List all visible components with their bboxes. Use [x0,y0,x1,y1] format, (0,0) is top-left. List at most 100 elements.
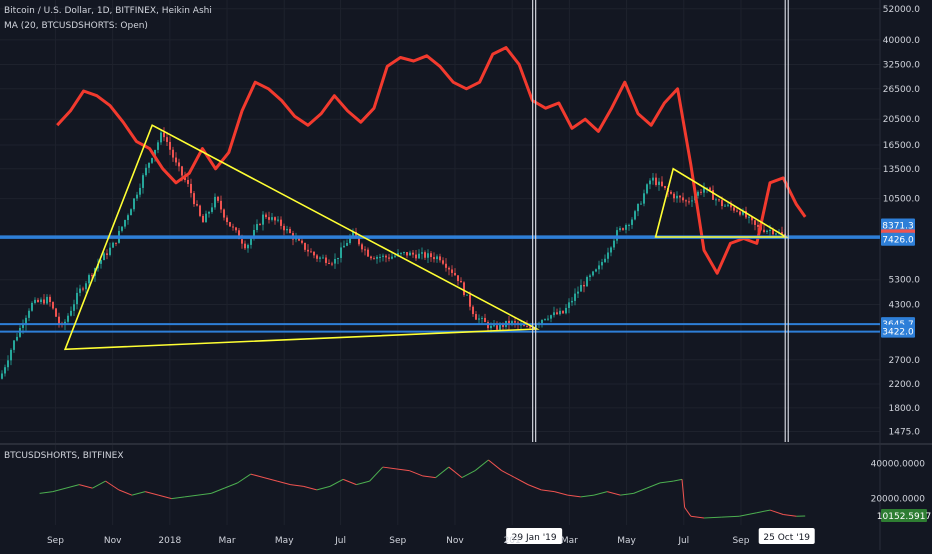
candle-body [214,197,216,207]
candle-body [76,293,78,304]
candle-body [601,262,603,265]
candle-body [241,239,243,244]
candle-body [697,192,699,196]
candle-body [226,218,228,222]
x-tick-label: Jul [334,536,346,546]
candle-body [22,325,24,328]
candle-body [337,258,339,259]
candle-body [700,192,702,193]
candle-body [286,229,288,230]
x-tick-label: Jul [677,536,689,546]
candle-body [10,350,12,360]
candle-body [181,166,183,175]
candle-body [244,244,246,249]
candle-body [310,251,312,252]
candle-body [232,226,234,227]
candle-body [748,217,750,218]
candle-body [556,312,558,314]
candle-body [409,253,411,256]
candle-body [670,192,672,194]
candle-body [88,275,90,283]
candle-body [367,250,369,257]
candle-body [106,253,108,255]
candle-body [430,253,432,257]
candle-body [559,311,561,314]
candle-body [247,245,249,248]
candle-body [301,241,303,243]
candle-body [721,200,723,206]
candle-body [52,302,54,308]
candle-body [685,200,687,201]
candle-body [595,269,597,271]
candle-body [580,285,582,292]
candle-body [454,273,456,275]
candle-body [496,325,498,329]
candle-body [73,304,75,311]
candle-body [85,283,87,289]
candle-body [313,252,315,255]
candle-body [304,243,306,250]
sub-last-value-label: 10152.5917 [877,512,931,522]
candle-body [445,264,447,268]
candle-body [187,180,189,184]
y-tick-label: 26500.0 [883,85,920,95]
candle-body [250,238,252,245]
candle-body [739,211,741,214]
symbol-title[interactable]: Bitcoin / U.S. Dollar, 1D, BITFINEX, Hei… [4,6,212,16]
candle-body [34,300,36,303]
x-tick-label: May [275,536,294,546]
candle-body [235,227,237,230]
y-tick-label: 5300.0 [889,276,921,286]
candle-body [481,318,483,319]
candle-body [484,318,486,322]
candle-body [691,200,693,201]
candle-body [550,315,552,319]
candle-body [727,205,729,206]
candle-body [673,194,675,199]
candle-body [364,249,366,250]
price-label: 3422.0 [882,328,914,338]
candle-body [133,199,135,210]
candle-body [682,197,684,200]
candle-body [40,299,42,302]
candle-body [604,259,606,262]
y-tick-label: 2200.0 [889,380,921,390]
candle-body [391,257,393,259]
candle-body [16,337,18,341]
candle-body [202,216,204,222]
y-tick-label: 20500.0 [883,115,920,125]
candle-body [199,206,201,216]
candle-body [217,197,219,201]
candle-body [43,299,45,303]
candle-body [280,220,282,226]
candle-body [316,255,318,258]
sub-pane-title[interactable]: BTCUSDSHORTS, BITFINEX [4,451,124,461]
candle-body [157,142,159,150]
candle-body [130,209,132,215]
indicator-title[interactable]: MA (20, BTCUSDSHORTS: Open) [4,21,148,31]
candle-body [346,243,348,246]
candle-body [439,256,441,260]
y-tick-label: 16500.0 [883,141,920,151]
candle-body [643,193,645,203]
candle-body [472,307,474,314]
candle-body [307,250,309,252]
candle-body [283,226,285,230]
candle-body [724,206,726,207]
candle-body [541,320,543,323]
candle-body [649,181,651,185]
candle-body [70,311,72,316]
x-tick-label: Nov [446,536,464,546]
y-tick-label: 10500.0 [883,195,920,205]
candle-body [622,228,624,230]
candle-body [1,373,3,378]
sub-y-tick-label: 40000.0000 [871,460,926,470]
candle-body [562,311,564,313]
candle-body [436,256,438,259]
y-tick-label: 52000.0 [883,5,920,15]
x-tick-label: May [617,536,636,546]
candle-body [196,204,198,205]
candle-body [412,253,414,255]
